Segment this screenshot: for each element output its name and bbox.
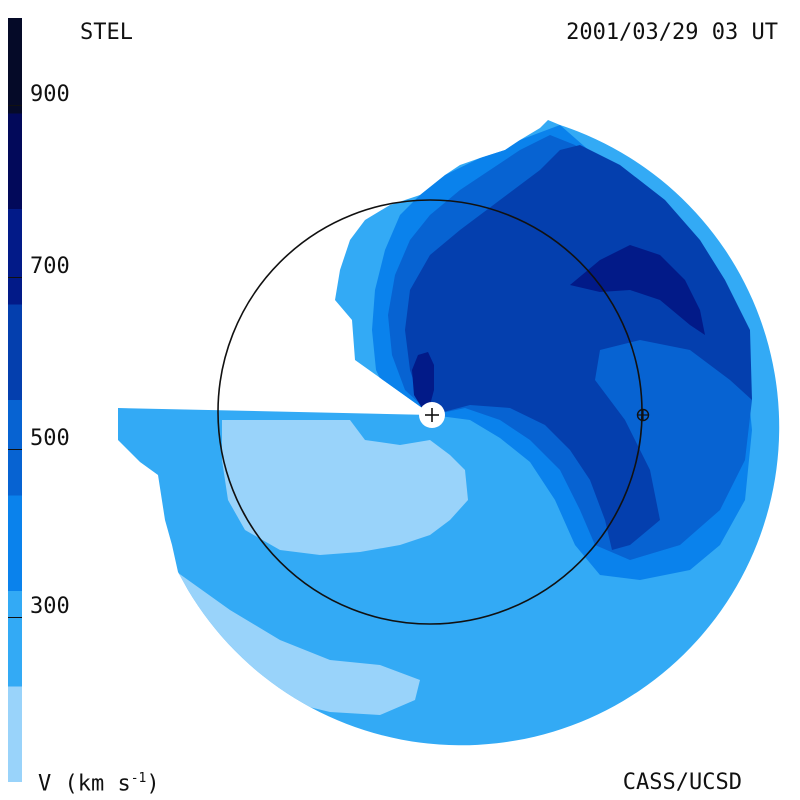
region-level-600	[405, 145, 752, 550]
instrument-label: STEL	[80, 20, 133, 45]
earth-orbit	[217, 199, 643, 625]
colorbar-segment-800	[8, 113, 22, 209]
velocity-field	[118, 120, 780, 746]
quantity-close: )	[146, 771, 160, 797]
colorbar	[8, 18, 22, 782]
colorbar-segment-700	[8, 209, 22, 305]
earth-circle-plus-icon	[636, 408, 650, 422]
colorbar-segment-300	[8, 591, 22, 687]
colorbar-tick-300: 300	[8, 594, 70, 619]
quantity-exponent: -1	[130, 771, 147, 786]
credit-label: CASS/UCSD	[622, 770, 742, 795]
colorbar-segment-500	[8, 400, 22, 496]
colorbar-tick-500: 500	[8, 426, 70, 451]
region-level-700-core	[412, 352, 434, 408]
colorbar-segment-400	[8, 495, 22, 591]
region-level-200-south	[160, 560, 420, 715]
colorbar-tick-900: 900	[8, 82, 70, 107]
timestamp-label: 2001/03/29 03 UT	[566, 20, 778, 45]
colorbar-segment-200	[8, 686, 22, 782]
region-level-700	[570, 245, 705, 335]
colorbar-segment-900	[8, 18, 22, 114]
sun-plus-icon	[419, 402, 445, 428]
colorbar-segment-600	[8, 304, 22, 400]
region-level-200-west	[222, 420, 468, 555]
colorbar-tick-700: 700	[8, 254, 70, 279]
quantity-text: V (km s	[38, 771, 131, 797]
quantity-label: V (km s-1)	[38, 772, 160, 795]
